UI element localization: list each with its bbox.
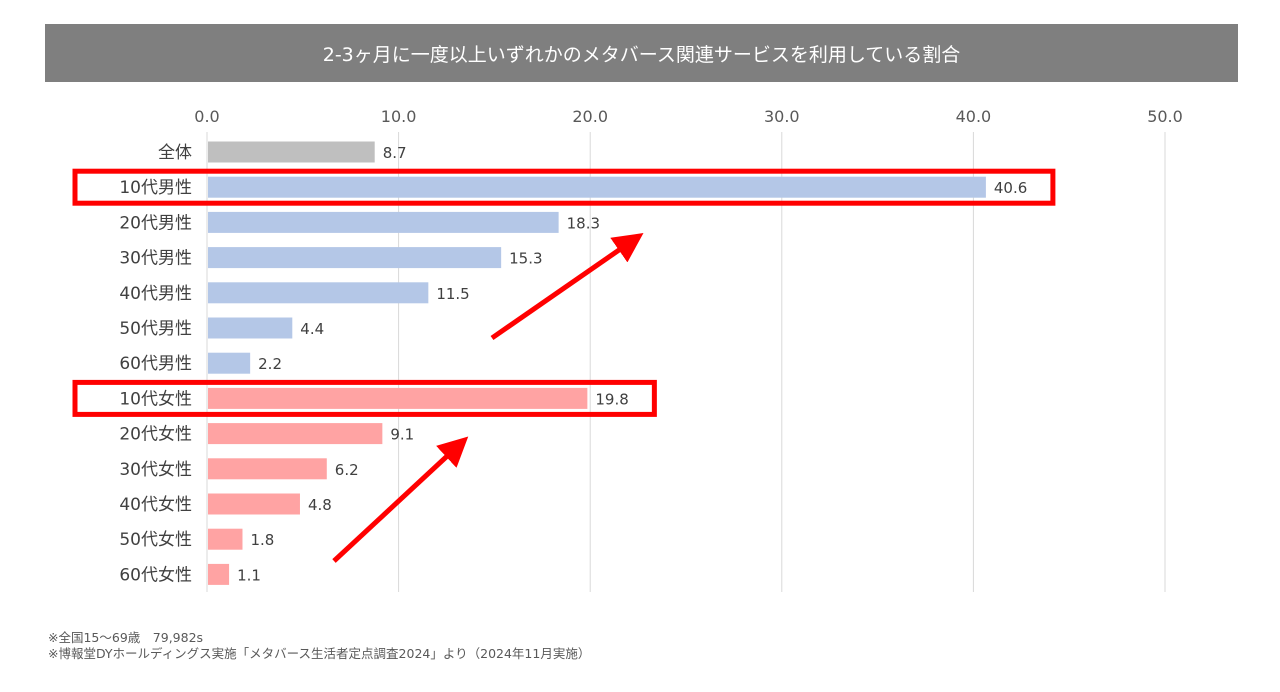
- category-label: 40代男性: [119, 284, 192, 304]
- arrow-male: [490, 233, 644, 341]
- category-label: 30代女性: [119, 460, 192, 480]
- category-label: 10代女性: [119, 389, 192, 409]
- value-label: 40.6: [994, 179, 1027, 197]
- value-label: 1.1: [237, 566, 261, 584]
- bar: [208, 387, 588, 409]
- bar: [208, 458, 327, 480]
- x-tick-label: 0.0: [194, 107, 219, 126]
- category-label: 20代女性: [119, 425, 192, 445]
- highlight-box: [72, 379, 657, 417]
- category-label: 50代女性: [119, 530, 192, 550]
- bar: [208, 493, 300, 515]
- highlight-box: [72, 168, 1056, 206]
- category-label: 60代女性: [119, 565, 192, 585]
- bar: [208, 176, 986, 198]
- category-label: 10代男性: [119, 178, 192, 198]
- x-tick-label: 30.0: [764, 107, 800, 126]
- bar: [208, 141, 375, 163]
- category-label: 30代男性: [119, 249, 192, 269]
- value-label: 8.7: [383, 144, 407, 162]
- value-label: 19.8: [595, 390, 628, 408]
- x-tick-label: 40.0: [956, 107, 992, 126]
- footnote-source: ※博報堂DYホールディングス実施「メタバース生活者定点調査2024」より（202…: [48, 646, 591, 661]
- arrow-female: [332, 436, 469, 563]
- value-label: 2.2: [258, 355, 282, 373]
- x-tick-label: 50.0: [1147, 107, 1183, 126]
- chart-title: 2-3ヶ月に一度以上いずれかのメタバース関連サービスを利用している割合: [322, 43, 961, 66]
- chart-title-bar: 2-3ヶ月に一度以上いずれかのメタバース関連サービスを利用している割合: [45, 24, 1238, 82]
- bar: [208, 352, 251, 374]
- category-label: 50代男性: [119, 319, 192, 339]
- bar: [208, 423, 383, 445]
- value-label: 11.5: [436, 285, 469, 303]
- value-label: 6.2: [335, 461, 359, 479]
- category-label: 全体: [158, 143, 192, 163]
- bar: [208, 211, 559, 233]
- bar: [208, 247, 502, 269]
- value-label: 4.4: [300, 320, 324, 338]
- value-label: 1.8: [250, 531, 274, 549]
- value-label: 9.1: [390, 426, 414, 444]
- category-label: 20代男性: [119, 213, 192, 233]
- value-label: 4.8: [308, 496, 332, 514]
- value-label: 15.3: [509, 250, 542, 268]
- bar: [208, 528, 243, 550]
- x-tick-label: 20.0: [572, 107, 608, 126]
- bar: [208, 563, 230, 585]
- bar: [208, 317, 293, 339]
- footnote-sample: ※全国15～69歳 79,982s: [48, 630, 204, 645]
- value-label: 18.3: [567, 214, 600, 232]
- x-tick-label: 10.0: [381, 107, 417, 126]
- category-label: 40代女性: [119, 495, 192, 515]
- bar: [208, 282, 429, 304]
- category-label: 60代男性: [119, 354, 192, 374]
